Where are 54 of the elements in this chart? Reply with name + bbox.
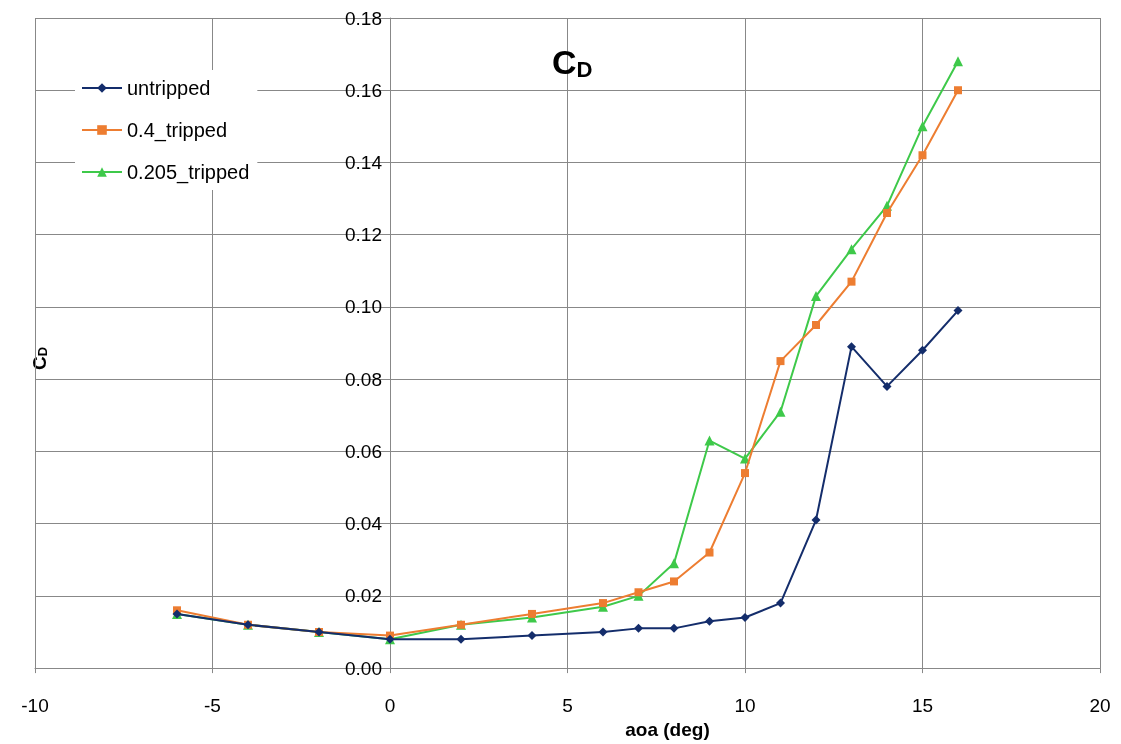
- legend-label: 0.205_tripped: [127, 161, 250, 184]
- x-axis-title: aoa (deg): [625, 719, 710, 740]
- point: [811, 515, 821, 525]
- point: [670, 577, 678, 586]
- point: [847, 342, 856, 352]
- point: [954, 86, 962, 95]
- y-tick-label: 0.08: [345, 368, 382, 390]
- point: [918, 151, 927, 160]
- y-tick-label: 0.18: [345, 7, 382, 29]
- point: [776, 357, 785, 366]
- point: [740, 453, 750, 464]
- point: [776, 598, 785, 608]
- y-tick-label: 0.06: [345, 440, 382, 462]
- point: [953, 56, 963, 67]
- point: [634, 623, 643, 633]
- point: [918, 345, 927, 355]
- legend-label: 0.4_tripped: [127, 119, 228, 142]
- point: [741, 469, 749, 478]
- x-tick-label: 15: [911, 695, 934, 717]
- x-tick-label: 20: [1089, 695, 1111, 717]
- point: [528, 609, 536, 618]
- point: [705, 548, 714, 557]
- point: [883, 209, 891, 218]
- point: [669, 558, 679, 569]
- x-tick-label: 10: [734, 695, 756, 717]
- point: [599, 599, 607, 608]
- x-tick-label: 0: [384, 695, 396, 717]
- point: [811, 291, 821, 302]
- y-tick-label: 0.14: [345, 151, 383, 173]
- point: [812, 320, 820, 329]
- y-tick-label: 0.16: [345, 79, 382, 101]
- point: [917, 121, 928, 132]
- point: [705, 616, 714, 626]
- point: [775, 406, 786, 417]
- point: [953, 306, 963, 316]
- legend-label: untripped: [127, 77, 211, 99]
- x-tick-label: 5: [562, 695, 573, 717]
- y-tick-label: 0.00: [345, 657, 382, 679]
- point: [669, 623, 679, 633]
- point: [846, 244, 857, 255]
- y-tick-label: 0.10: [345, 296, 382, 318]
- point: [882, 381, 892, 391]
- point: [527, 631, 537, 641]
- point: [598, 627, 608, 637]
- x-tick-label: -5: [204, 695, 221, 717]
- point: [704, 435, 715, 446]
- point: [634, 588, 643, 597]
- y-tick-label: 0.04: [345, 513, 383, 535]
- point: [456, 634, 466, 644]
- y-tick-label: 0.12: [345, 224, 382, 246]
- point: [847, 277, 856, 286]
- y-tick-label: 0.02: [345, 585, 382, 607]
- point: [740, 613, 750, 623]
- x-tick-label: -10: [21, 695, 49, 717]
